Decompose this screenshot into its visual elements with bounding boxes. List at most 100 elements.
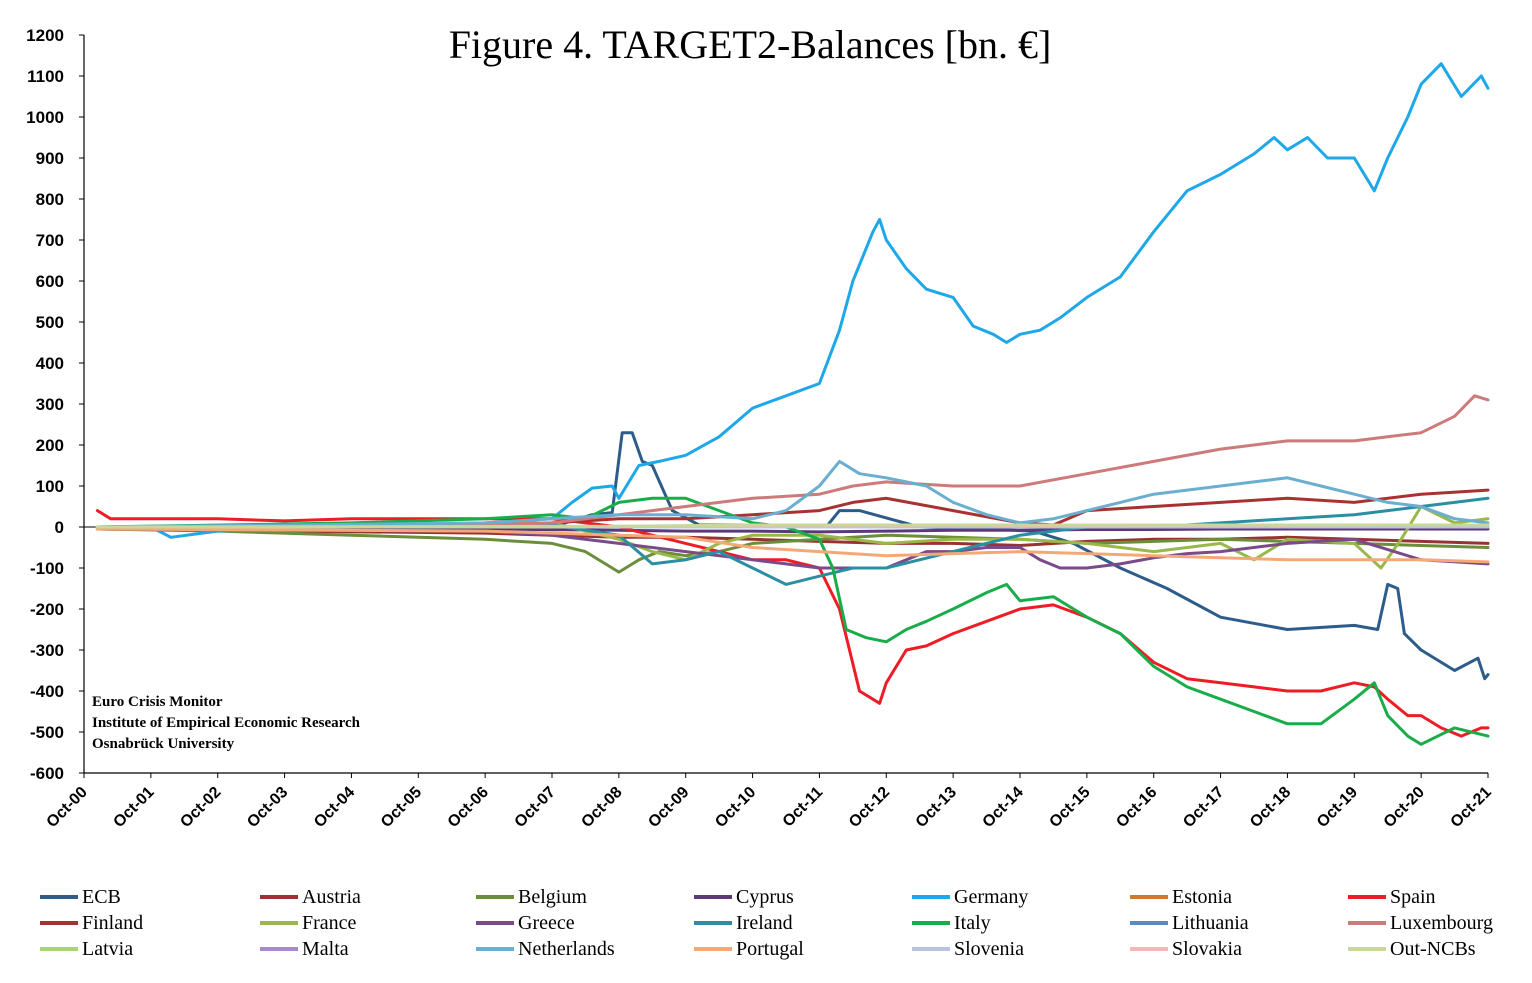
legend-item-italy: Italy (912, 911, 991, 935)
credit-line-2: Institute of Empirical Economic Research (92, 715, 361, 731)
series-line-out-ncbs (95, 523, 1490, 529)
legend-swatch (1130, 895, 1168, 899)
y-tick-label: 1200 (26, 26, 64, 45)
x-tick-label: Oct-01 (110, 784, 157, 831)
x-tick-label: Oct-14 (980, 784, 1027, 831)
x-tick-label: Oct-13 (913, 784, 960, 831)
legend-swatch (1348, 947, 1386, 951)
legend-item-lithuania: Lithuania (1130, 911, 1249, 935)
axes: -600 -500 -400 -300 -200 -100 0 100 200 300 400 500… (26, 26, 1495, 831)
legend-label: ECB (82, 885, 121, 908)
legend-swatch (912, 947, 950, 951)
legend-item-france: France (260, 911, 356, 935)
y-tick-label: 600 (36, 272, 64, 291)
x-tick-label: Oct-17 (1180, 784, 1227, 831)
x-tick-label: Oct-19 (1314, 784, 1361, 831)
legend-label: Netherlands (518, 937, 615, 960)
legend-label: Slovakia (1172, 937, 1242, 960)
legend-label: Finland (82, 911, 144, 934)
x-tick-label: Oct-04 (311, 784, 358, 831)
y-tick-label: -300 (30, 641, 64, 660)
series-line-netherlands (95, 459, 1490, 529)
legend-swatch (476, 921, 514, 925)
legend-label: Spain (1390, 885, 1436, 908)
credit-line-1: Euro Crisis Monitor (92, 694, 223, 710)
series-line-belgium (95, 527, 1490, 574)
x-tick-label: Oct-02 (177, 784, 224, 831)
x-tick-label: Oct-18 (1247, 784, 1294, 831)
x-tick-label: Oct-10 (712, 784, 759, 831)
legend-item-belgium: Belgium (476, 885, 587, 909)
legend-item-luxembourg: Luxembourg (1348, 911, 1493, 935)
x-tick-label: Oct-09 (645, 784, 692, 831)
y-tick-label: 200 (36, 436, 64, 455)
legend-label: Belgium (518, 885, 587, 908)
y-tick-label: 400 (36, 354, 64, 373)
legend-swatch (260, 947, 298, 951)
series-line-ecb (95, 431, 1490, 681)
legend-swatch (694, 895, 732, 899)
series-line-portugal (95, 527, 1490, 564)
y-tick-label: -100 (30, 559, 64, 578)
legend-swatch (694, 921, 732, 925)
legend-item-spain: Spain (1348, 885, 1436, 909)
legend-swatch (1130, 921, 1168, 925)
legend-label: Portugal (736, 937, 804, 960)
y-tick-label: 1100 (27, 67, 64, 86)
series-lines (95, 62, 1490, 746)
legend-label: France (302, 911, 357, 934)
legend-swatch (1348, 921, 1386, 925)
legend-label: Cyprus (736, 885, 794, 908)
legend-item-ecb: ECB (40, 885, 121, 909)
chart-title: Figure 4. TARGET2-Balances [bn. €] (449, 22, 1052, 67)
legend-label: Italy (954, 911, 991, 934)
y-tick-label: 300 (36, 395, 64, 414)
legend-item-slovakia: Slovakia (1130, 937, 1242, 961)
legend-swatch (260, 895, 298, 899)
x-tick-label: Oct-15 (1046, 784, 1093, 831)
legend-label: Greece (518, 911, 575, 934)
legend-swatch (260, 921, 298, 925)
legend-item-ireland: Ireland (694, 911, 793, 935)
x-tick-label: Oct-05 (378, 784, 425, 831)
x-tick-label: Oct-06 (445, 784, 492, 831)
legend-swatch (40, 895, 78, 899)
x-tick-label: Oct-08 (578, 784, 625, 831)
legend-item-netherlands: Netherlands (476, 937, 615, 961)
x-tick-label: Oct-21 (1448, 784, 1495, 831)
legend-swatch (694, 947, 732, 951)
y-tick-label: 800 (36, 190, 64, 209)
legend-swatch (476, 947, 514, 951)
legend-swatch (912, 895, 950, 899)
x-tick-label: Oct-16 (1113, 784, 1160, 831)
legend-item-cyprus: Cyprus (694, 885, 794, 909)
legend-swatch (476, 895, 514, 899)
x-tick-label: Oct-00 (44, 784, 91, 831)
series-line-germany (95, 62, 1490, 539)
legend-item-greece: Greece (476, 911, 575, 935)
legend-label: Austria (302, 885, 361, 908)
legend-item-out-ncbs: Out-NCBs (1348, 937, 1476, 961)
x-tick-label: Oct-07 (512, 784, 559, 831)
y-tick-label: 1000 (26, 108, 64, 127)
legend-item-slovenia: Slovenia (912, 937, 1024, 961)
legend-swatch (1348, 895, 1386, 899)
y-tick-label: -600 (30, 764, 64, 783)
series-line-ireland (95, 496, 1490, 586)
x-tick-label: Oct-03 (244, 784, 291, 831)
y-tick-label: -500 (30, 723, 64, 742)
legend-label: Ireland (736, 911, 793, 934)
legend-label: Out-NCBs (1390, 937, 1476, 960)
legend-item-portugal: Portugal (694, 937, 804, 961)
legend-label: Malta (302, 937, 349, 960)
legend-swatch (40, 921, 78, 925)
legend-label: Luxembourg (1390, 911, 1493, 934)
series-line-italy (95, 496, 1490, 746)
x-tick-label: Oct-12 (846, 784, 893, 831)
y-tick-label: -400 (30, 682, 64, 701)
legend-item-estonia: Estonia (1130, 885, 1232, 909)
legend-label: Latvia (82, 937, 134, 960)
y-tick-label: -200 (30, 600, 64, 619)
